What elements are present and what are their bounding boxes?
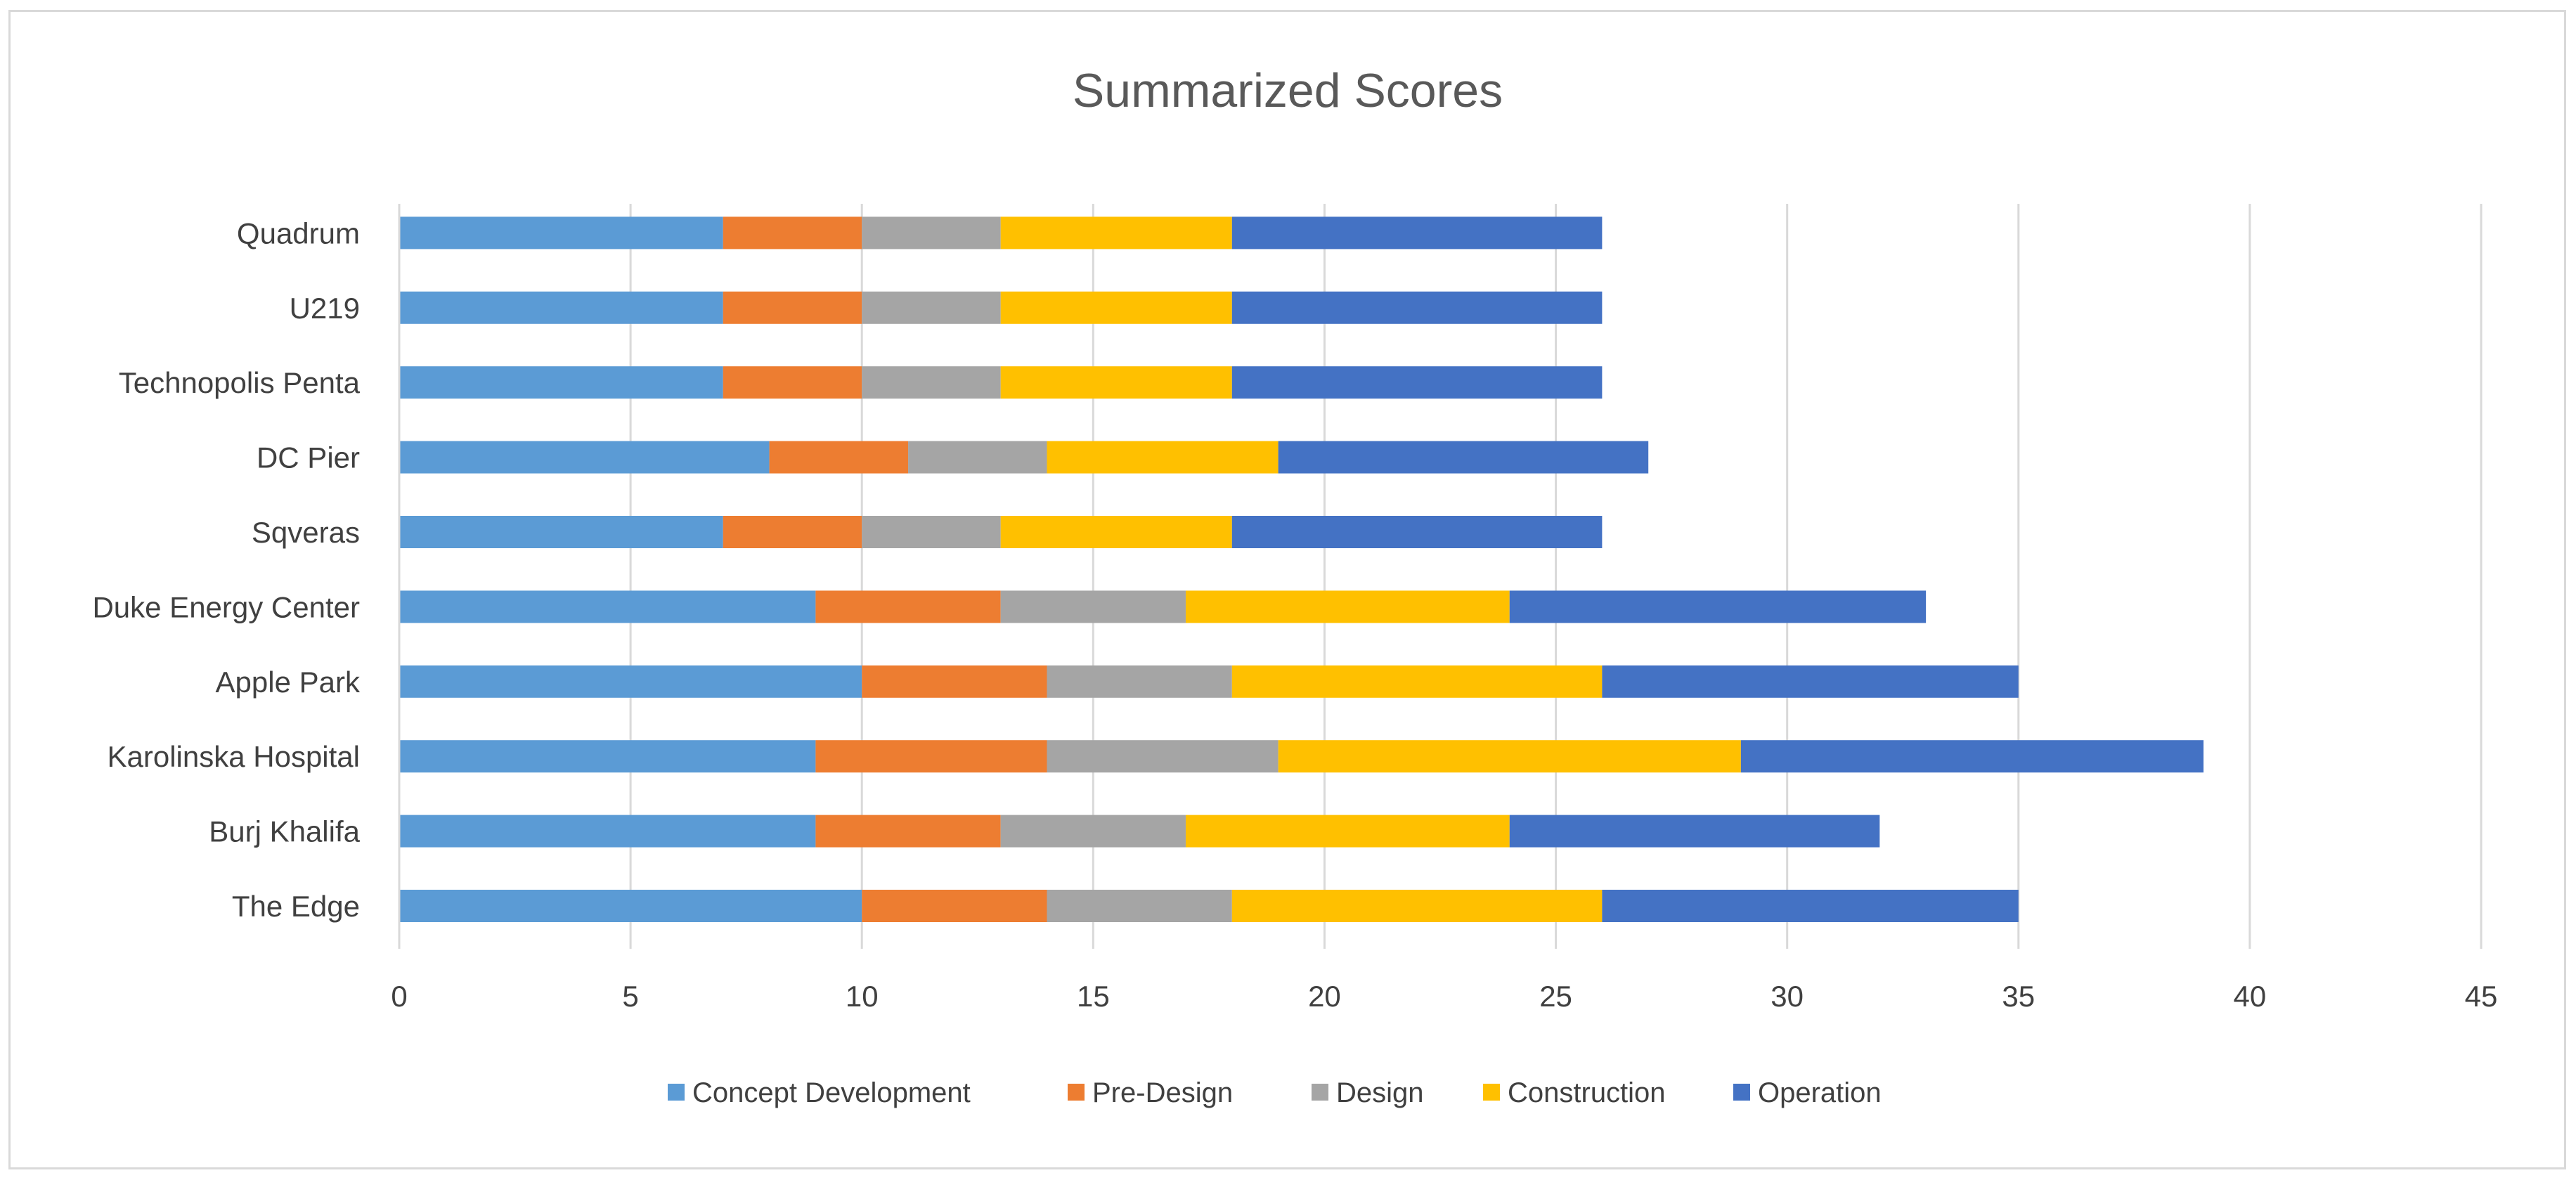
bar-segment xyxy=(399,890,862,922)
bar-segment xyxy=(862,665,1047,698)
bar-segment xyxy=(399,516,723,548)
axes: 0 5 10 15 20 25 30 35 40 45 The Edge Burj Khalifa Ka… xyxy=(92,204,2497,1013)
bar-segment xyxy=(1000,366,1232,399)
bar-segment xyxy=(1047,890,1232,922)
legend-swatch xyxy=(1068,1084,1085,1101)
bar-segment xyxy=(1000,216,1232,249)
y-category-label: Apple Park xyxy=(216,666,361,699)
chart-title: Summarized Scores xyxy=(1073,64,1503,117)
bar-segment xyxy=(1000,590,1186,623)
legend-swatch xyxy=(1312,1084,1328,1101)
bar-segment xyxy=(1509,590,1927,623)
bar-segment xyxy=(908,441,1047,474)
y-category-label: The Edge xyxy=(232,890,360,923)
bar-segment xyxy=(1278,740,1741,773)
bar-segment xyxy=(723,366,862,399)
bar-segment xyxy=(1602,890,2019,922)
y-category-label: Technopolis Penta xyxy=(119,366,361,399)
y-category-label: Burj Khalifa xyxy=(209,815,360,848)
x-tick-label: 20 xyxy=(1308,980,1341,1013)
y-category-label: Quadrum xyxy=(237,216,360,249)
x-tick-label: 10 xyxy=(846,980,879,1013)
bar-segment xyxy=(399,815,816,848)
legend: Concept Development Pre-Design Design Const… xyxy=(668,1077,1882,1108)
y-category-label: Duke Energy Center xyxy=(92,590,360,623)
bar-segment xyxy=(399,291,723,324)
legend-swatch xyxy=(1483,1084,1500,1101)
bar-segment xyxy=(862,291,1001,324)
bar-segment xyxy=(1740,740,2204,773)
bar-segment xyxy=(1231,291,1603,324)
legend-swatch xyxy=(1733,1084,1750,1101)
bar-segment xyxy=(399,216,723,249)
bar-segment xyxy=(1185,590,1510,623)
bar-segment xyxy=(399,665,862,698)
bar-segment xyxy=(1509,815,1880,848)
x-tick-label: 45 xyxy=(2465,980,2498,1013)
bar-segment xyxy=(862,216,1001,249)
bar-segment xyxy=(1000,291,1232,324)
legend-label: Construction xyxy=(1508,1077,1666,1108)
bar-segment xyxy=(1000,815,1186,848)
bar-segment xyxy=(399,366,723,399)
bar-segment xyxy=(1602,665,2019,698)
bar-segment xyxy=(1231,516,1603,548)
legend-label: Operation xyxy=(1758,1077,1882,1108)
y-category-label: U219 xyxy=(290,292,360,325)
bar-segment xyxy=(723,516,862,548)
bar-segment xyxy=(1231,665,1603,698)
bars xyxy=(399,216,2204,922)
bar-segment xyxy=(1185,815,1510,848)
legend-label: Design xyxy=(1336,1077,1424,1108)
bar-segment xyxy=(723,291,862,324)
chart-frame xyxy=(8,10,2566,1169)
bar-segment xyxy=(399,441,770,474)
bar-segment xyxy=(1047,665,1232,698)
x-tick-label: 40 xyxy=(2234,980,2267,1013)
legend-swatch xyxy=(668,1084,685,1101)
legend-label: Pre-Design xyxy=(1092,1077,1233,1108)
x-tick-label: 5 xyxy=(622,980,638,1013)
bar-segment xyxy=(399,590,816,623)
x-tick-label: 0 xyxy=(391,980,407,1013)
bar-segment xyxy=(815,815,1001,848)
x-tick-label: 30 xyxy=(1771,980,1804,1013)
x-tick-label: 25 xyxy=(1539,980,1572,1013)
bar-segment xyxy=(1000,516,1232,548)
y-category-label: DC Pier xyxy=(257,441,360,474)
x-tick-label: 35 xyxy=(2002,980,2035,1013)
bar-segment xyxy=(399,740,816,773)
bar-segment xyxy=(1278,441,1649,474)
bar-segment xyxy=(1231,890,1603,922)
bar-segment xyxy=(723,216,862,249)
bar-segment xyxy=(1231,216,1603,249)
legend-label: Concept Development xyxy=(692,1077,971,1108)
bar-segment xyxy=(815,740,1047,773)
bar-segment xyxy=(862,366,1001,399)
bar-segment xyxy=(1231,366,1603,399)
x-tick-label: 15 xyxy=(1077,980,1110,1013)
bar-segment xyxy=(1047,441,1279,474)
bar-segment xyxy=(862,516,1001,548)
y-category-label: Sqveras xyxy=(252,516,360,549)
bar-segment xyxy=(815,590,1001,623)
bar-segment xyxy=(862,890,1047,922)
bar-segment xyxy=(1047,740,1279,773)
y-category-label: Karolinska Hospital xyxy=(107,740,360,773)
bar-segment xyxy=(769,441,909,474)
